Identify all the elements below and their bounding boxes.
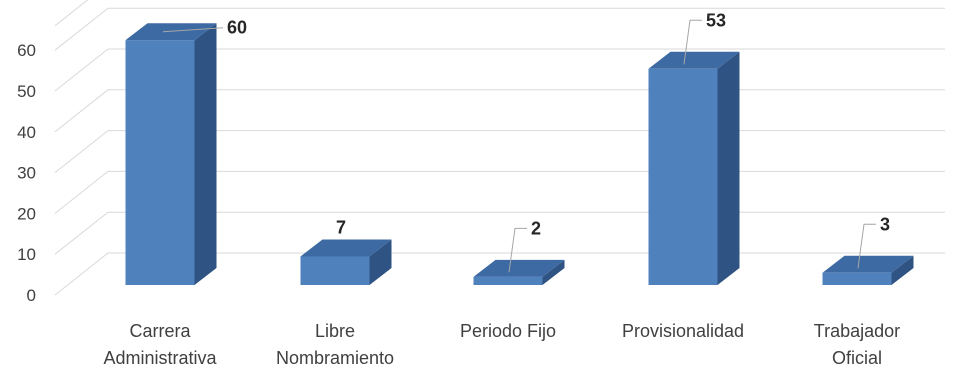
bar-side [369, 239, 392, 285]
bar-front [648, 68, 718, 285]
leader-line [857, 223, 876, 269]
bar-front [125, 40, 195, 286]
leader-line [162, 27, 224, 33]
y-tick-label: 0 [27, 286, 36, 305]
bar-front [822, 272, 892, 285]
y-tick-label: 20 [17, 204, 36, 223]
data-label: 3 [880, 214, 890, 234]
x-tick-label: Libre Nombramiento [276, 321, 394, 368]
x-tick-label: Carrera Administrativa [103, 321, 217, 368]
y-tick-label: 50 [17, 82, 36, 101]
x-tick-label: Provisionalidad [622, 321, 744, 341]
y-tick-label: 10 [17, 245, 36, 264]
bar [473, 259, 565, 285]
y-tick-label: 30 [17, 164, 36, 183]
leader-line [508, 227, 527, 273]
bar-side [194, 23, 217, 285]
data-label: 60 [227, 18, 247, 38]
bar-top [125, 23, 217, 41]
data-labels: 60 7 2 53 3 [162, 10, 890, 273]
bar [125, 23, 217, 286]
bar-top [300, 239, 392, 257]
gridlines [54, 0, 945, 296]
x-axis-categories: Carrera Administrativa Libre Nombramiento Pe… [103, 321, 900, 368]
bar [300, 239, 392, 285]
data-label: 53 [706, 10, 726, 30]
y-tick-label: 60 [17, 41, 36, 60]
bar-side [542, 259, 565, 285]
gridline [54, 0, 89, 27]
bar-side [717, 51, 740, 286]
bar-side [891, 255, 914, 285]
gridline [54, 48, 945, 92]
y-axis-ticks: 0 10 20 30 40 50 60 [17, 41, 36, 305]
data-label: 7 [336, 217, 346, 237]
bar-top [822, 255, 914, 273]
x-tick-label: Periodo Fijo [460, 321, 556, 341]
bar [822, 255, 914, 285]
bar-top [648, 51, 740, 69]
bar-front [300, 256, 370, 285]
bar [648, 51, 740, 286]
gridline [54, 7, 945, 51]
leader-line [683, 19, 702, 65]
data-label: 2 [531, 218, 541, 238]
bar-top [473, 259, 565, 277]
x-tick-label: Trabajador Oficial [814, 321, 900, 368]
y-tick-label: 40 [17, 123, 36, 142]
bars [125, 23, 914, 286]
bar-front [473, 276, 543, 285]
